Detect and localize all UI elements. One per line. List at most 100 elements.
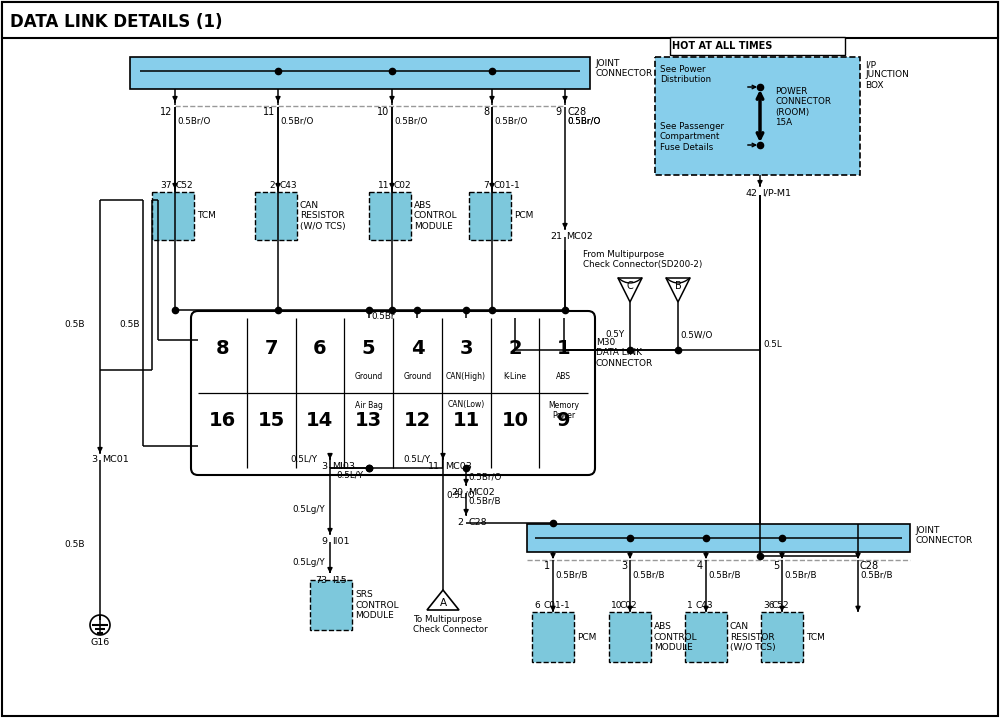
Text: 2: 2 [269,181,275,190]
Text: 8: 8 [216,338,229,358]
Text: C28: C28 [468,518,487,527]
Text: Memory
Power: Memory Power [548,401,579,420]
Text: C: C [627,281,633,291]
Text: 10: 10 [501,411,528,429]
Text: 0.5L/Y: 0.5L/Y [403,455,430,464]
Text: 3: 3 [459,338,473,358]
Text: 0.5Br/O: 0.5Br/O [394,117,427,126]
Bar [130,57,590,89]
Text: 0.5Br/B: 0.5Br/B [468,497,501,506]
Text: 11: 11 [263,107,275,117]
Text: I/P-M1: I/P-M1 [762,189,791,198]
Text: 2: 2 [508,338,522,358]
Text: 0.5Br/O: 0.5Br/O [177,117,210,126]
Text: 0.5B: 0.5B [120,320,140,329]
Text: M30
DATA LINK
CONNECTOR: M30 DATA LINK CONNECTOR [596,338,653,368]
Bar [369,192,411,240]
Text: B: B [675,281,681,291]
Text: 0.5W/O: 0.5W/O [680,330,712,339]
Text: Ground: Ground [354,372,383,381]
Text: 21: 21 [550,232,562,241]
Text: 3: 3 [621,561,627,571]
Text: 5: 5 [773,561,779,571]
Text: II01: II01 [332,537,350,546]
Text: 6: 6 [534,601,540,610]
Bar [2,2,998,38]
Text: 6: 6 [313,338,327,358]
Text: C52: C52 [772,601,790,610]
Text: C02: C02 [393,181,411,190]
Text: CAN(High): CAN(High) [446,372,486,381]
Text: ABS
CONTROL
MODULE: ABS CONTROL MODULE [654,622,698,652]
Text: 0.5Lg/Y: 0.5Lg/Y [292,505,325,514]
Text: 0.5Br/B: 0.5Br/B [632,571,664,580]
Text: C43: C43 [696,601,714,610]
Text: 0.5Br: 0.5Br [372,312,395,321]
Text: CAN(Low): CAN(Low) [448,401,485,409]
Text: MC02: MC02 [566,232,593,241]
Text: 9: 9 [556,107,562,117]
Text: ABS
CONTROL
MODULE: ABS CONTROL MODULE [414,201,458,231]
Text: 0.5Lg/Y: 0.5Lg/Y [292,558,325,567]
Text: 15: 15 [258,411,285,429]
Text: 5: 5 [362,338,375,358]
Text: See Power
Distribution: See Power Distribution [660,65,711,85]
Text: ABS: ABS [556,372,571,381]
Text: POWER
CONNECTOR
(ROOM)
15A: POWER CONNECTOR (ROOM) 15A [775,87,831,127]
Text: 14: 14 [306,411,334,429]
Text: CAN
RESISTOR
(W/O TCS): CAN RESISTOR (W/O TCS) [300,201,346,231]
Text: 73: 73 [315,576,327,585]
Text: 1: 1 [687,601,693,610]
Text: I15: I15 [332,576,347,585]
Text: 0.5B: 0.5B [65,320,85,329]
Text: C01-1: C01-1 [543,601,570,610]
Text: MI03: MI03 [332,462,355,471]
Text: 0.5Br/O: 0.5Br/O [567,117,600,126]
Text: 13: 13 [355,411,382,429]
Text: 10: 10 [611,601,622,610]
Text: 4: 4 [411,338,424,358]
Text: 7: 7 [483,181,489,190]
Text: I/P
JUNCTION
BOX: I/P JUNCTION BOX [865,60,909,90]
Text: A: A [439,598,447,608]
Text: C01-1: C01-1 [493,181,520,190]
Text: 3: 3 [91,455,97,464]
Text: 7: 7 [264,338,278,358]
Text: 4: 4 [697,561,703,571]
Text: C28: C28 [859,561,878,571]
Text: DATA LINK DETAILS (1): DATA LINK DETAILS (1) [10,13,222,31]
Text: CAN
RESISTOR
(W/O TCS): CAN RESISTOR (W/O TCS) [730,622,776,652]
Text: C28: C28 [568,107,587,117]
Text: 1: 1 [544,561,550,571]
Text: 0.5Br/B: 0.5Br/B [555,571,588,580]
Text: 0.5Br/O: 0.5Br/O [567,117,600,126]
Text: See Passenger
Compartment
Fuse Details: See Passenger Compartment Fuse Details [660,122,724,151]
Text: 12: 12 [160,107,172,117]
Text: 0.5Br/O: 0.5Br/O [280,117,313,126]
Text: 20: 20 [451,488,463,497]
Text: Air Bag: Air Bag [355,401,383,409]
Text: 1: 1 [557,338,570,358]
Text: PCM: PCM [514,212,533,220]
Text: 0.5Br/B: 0.5Br/B [860,571,893,580]
Text: 0.5L/Y: 0.5L/Y [336,471,364,480]
Text: 8: 8 [483,107,489,117]
Text: 11: 11 [428,462,440,471]
Text: 0.5B: 0.5B [65,540,85,549]
Text: 37: 37 [160,181,172,190]
Text: PCM: PCM [577,633,596,641]
Bar [469,192,511,240]
Text: 0.5L/O: 0.5L/O [446,490,475,499]
Text: MC03: MC03 [445,462,472,471]
Text: MC02: MC02 [468,488,495,497]
Text: C52: C52 [176,181,194,190]
Text: 0.5L: 0.5L [763,340,782,349]
Text: C43: C43 [279,181,297,190]
Bar [532,612,574,662]
Text: HOT AT ALL TIMES: HOT AT ALL TIMES [672,41,772,51]
Text: 0.5Y: 0.5Y [605,330,624,339]
Text: 10: 10 [377,107,389,117]
Text: G16: G16 [90,638,110,647]
Bar [670,37,845,55]
Text: 36: 36 [763,601,774,610]
